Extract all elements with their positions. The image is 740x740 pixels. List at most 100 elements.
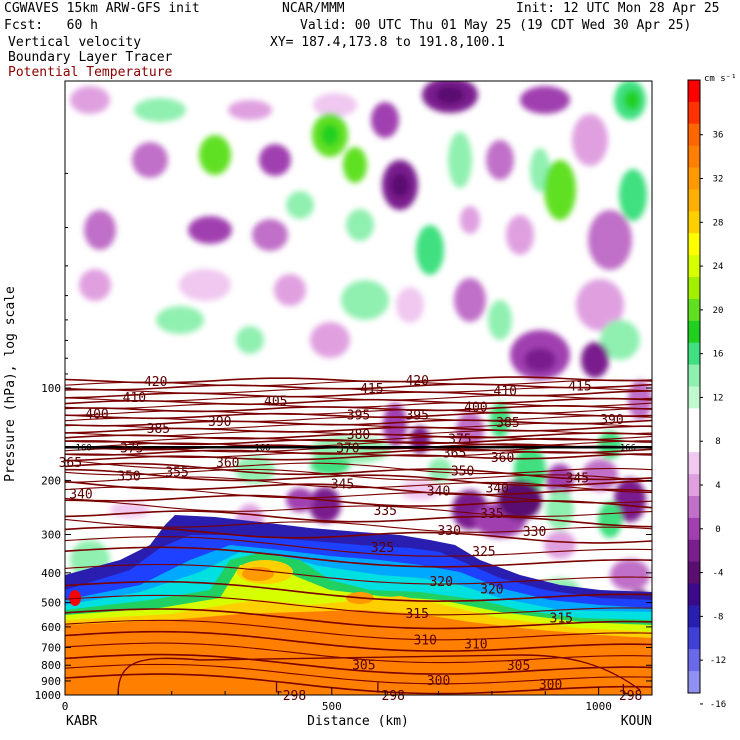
theta-label: 370	[336, 441, 359, 456]
theta-label: 420	[144, 375, 167, 390]
theta-contour	[65, 383, 652, 391]
theta-label: 335	[373, 504, 396, 519]
colorbar-swatch	[688, 80, 700, 103]
theta-label: 305	[507, 659, 530, 674]
colorbar-swatch	[688, 298, 700, 322]
theta-contour	[65, 499, 652, 517]
colorbar-tick-label: 20	[713, 306, 724, 316]
x-tick-label: 1000	[585, 700, 612, 713]
theta-label: 320	[480, 583, 503, 598]
theta-label: 395	[405, 409, 428, 424]
theta-label: 415	[360, 382, 383, 397]
theta-contour	[65, 411, 652, 420]
theta-contour	[65, 673, 652, 695]
theta-contour	[65, 594, 652, 616]
colorbar-swatch	[688, 342, 700, 366]
colorbar-tick-label: 16	[713, 350, 724, 360]
colorbar-swatch	[688, 649, 700, 672]
theta-label: 360	[491, 451, 514, 466]
theta-label: 390	[208, 415, 231, 430]
potential-temperature-contours	[65, 376, 652, 695]
theta-label: 385	[147, 422, 170, 437]
colorbar-swatch	[688, 452, 700, 475]
theta-label: 315	[405, 607, 428, 622]
theta-contour	[65, 419, 652, 427]
colorbar-swatch	[688, 211, 700, 234]
theta-label: 375	[120, 441, 143, 456]
colorbar-swatch	[688, 145, 700, 169]
theta-contour	[65, 518, 652, 533]
theta-contour	[65, 536, 652, 557]
theta-contour	[65, 546, 652, 568]
theta-label: 375	[448, 432, 471, 447]
colorbar-swatch	[688, 474, 700, 497]
y-tick-label: 600	[41, 621, 61, 634]
theta-label: 410	[123, 391, 146, 406]
tropopause-label: 160	[76, 443, 92, 453]
colorbar-unit: cm s⁻¹	[704, 74, 737, 84]
theta-label: 400	[464, 401, 487, 416]
colorbar-tick-label: -4	[713, 569, 724, 579]
theta-label: 345	[331, 478, 354, 493]
colorbar-swatch	[688, 539, 700, 563]
theta-contour	[65, 663, 652, 685]
theta-label: 355	[165, 465, 188, 480]
theta-label: 385	[496, 416, 519, 431]
boundary-layer-tracer-field	[65, 515, 652, 695]
theta-contour	[65, 510, 652, 528]
x-tick-label: 0	[62, 700, 69, 713]
colorbar-swatch	[688, 517, 700, 541]
field-vertical-velocity: Vertical velocity	[8, 35, 142, 50]
theta-contour	[65, 630, 652, 652]
colorbar-swatch	[688, 277, 700, 300]
theta-label: 305	[352, 658, 375, 673]
theta-label: 325	[371, 541, 394, 556]
y-tick-label: 400	[41, 567, 61, 580]
field-potential-temperature: Potential Temperature	[8, 65, 173, 80]
theta-label: 330	[523, 525, 546, 540]
theta-label: 345	[566, 472, 589, 487]
theta-contour	[65, 480, 652, 496]
y-tick-label: 1000	[35, 689, 62, 702]
theta-contour	[65, 642, 652, 664]
theta-label: 298	[283, 689, 306, 704]
colorbar-tick-label: -8	[713, 612, 724, 622]
colorbar-tick-label: 24	[713, 262, 724, 272]
theta-contour	[65, 390, 652, 399]
theta-label: 300	[539, 678, 562, 693]
theta-label: 360	[216, 456, 239, 471]
x-axis-label: Distance (km)	[307, 714, 409, 729]
y-tick-label: 500	[41, 597, 61, 610]
colorbar-swatch	[688, 408, 700, 431]
colorbar-swatch	[688, 561, 700, 585]
theta-label: 340	[69, 488, 92, 503]
theta-contour	[65, 608, 652, 630]
forecast-hour: Fcst: 60 h	[4, 18, 98, 33]
y-tick-label: 900	[41, 675, 61, 688]
low-marker: L	[376, 681, 384, 696]
colorbar-swatch	[688, 430, 700, 453]
theta-label: 420	[405, 374, 428, 389]
colorbar-tick-label: 12	[713, 393, 724, 403]
theta-contour	[65, 402, 652, 409]
colorbar-tick-label: -16	[710, 700, 726, 710]
colorbar-swatch	[688, 123, 700, 147]
theta-label: 405	[264, 395, 287, 410]
colorbar-swatch	[688, 189, 700, 212]
colorbar-tick-label: 28	[713, 218, 724, 228]
theta-label: 298	[381, 689, 404, 704]
theta-label: 350	[117, 470, 140, 485]
tropopause-label: 166	[620, 443, 636, 453]
theta-label: 310	[464, 638, 487, 653]
colorbar-swatch	[688, 233, 700, 256]
y-axis-label: Pressure (hPa), log scale	[3, 286, 18, 482]
theta-label: 315	[550, 612, 573, 627]
theta-contour	[65, 459, 652, 475]
theta-label: 335	[480, 507, 503, 522]
theta-label: 330	[437, 524, 460, 539]
colorbar-swatch	[688, 627, 700, 650]
colorbar-swatch	[688, 255, 700, 278]
y-tick-label: 100	[41, 382, 61, 395]
